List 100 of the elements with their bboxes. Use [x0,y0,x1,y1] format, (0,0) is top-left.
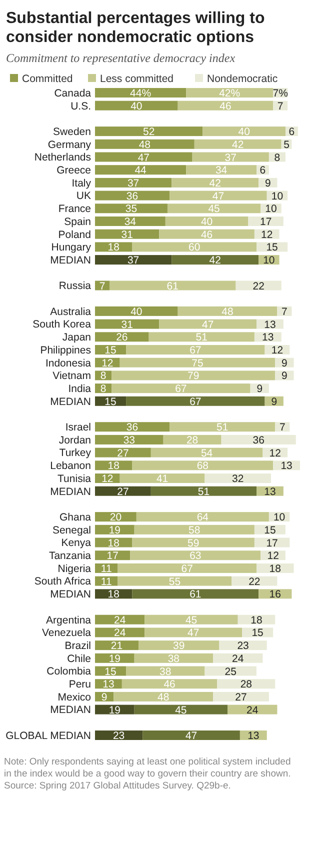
data-label: 9 [101,691,108,704]
data-label: 38 [160,666,172,678]
data-label: 37 [127,177,140,190]
bar [134,653,214,663]
y-tick-label: Israel [65,422,91,434]
data-label: 61 [166,280,179,292]
bar [95,486,151,496]
bar [204,666,257,676]
bar [95,229,160,239]
data-label: 9 [271,396,278,408]
bar [120,474,205,483]
data-label: 79 [188,370,200,382]
bar [95,319,160,329]
data-label: 45 [175,704,187,716]
data-label: 42 [209,177,222,190]
bar [118,563,257,573]
data-label: 12 [102,357,114,370]
data-label: 46 [200,228,213,241]
data-label: 7% [272,88,288,100]
y-tick-label: Brazil [64,640,91,652]
data-label: 10 [271,190,284,202]
bar [122,679,218,689]
bar [221,434,296,444]
data-label: 45 [208,203,220,216]
data-label: 24 [246,704,258,716]
data-label: 15 [252,627,264,640]
bar [163,434,222,444]
bar [194,139,282,149]
bar [95,152,192,162]
data-label: 32 [232,473,244,486]
data-label: 18 [250,614,263,626]
data-label: 67 [175,383,187,396]
data-label: 27 [117,447,129,460]
bar [132,242,257,252]
data-label: 16 [269,588,282,601]
data-label: 18 [108,537,120,550]
bar [132,460,274,470]
data-label: 33 [123,434,136,446]
data-label: 25 [224,666,237,678]
data-label: 11 [100,562,112,575]
data-label: 8 [274,152,280,164]
data-label: 39 [173,640,185,652]
data-label: 10 [263,254,275,267]
bar [95,524,134,534]
y-tick-label: Sweden [53,126,92,138]
data-label: 7 [282,306,288,318]
bar [126,345,265,354]
data-label: 18 [269,562,282,575]
data-label: 26 [116,332,128,344]
text: Note: Only respondents saying at least one political system included in the index would be a good way to govern their country are shown. [4,756,291,780]
data-label: 67 [190,396,202,408]
legend-label: Committed [22,73,73,85]
bar [95,100,178,110]
bar [95,165,186,175]
bar [170,422,276,432]
y-tick-label: Ghana [59,511,92,524]
data-label: 10 [265,203,278,216]
bar [178,100,274,110]
bar [126,666,205,676]
bar [120,358,276,368]
y-tick-label: South Africa [34,576,92,588]
data-label: 63 [190,550,202,562]
y-tick-label: MEDIAN [50,254,91,266]
data-label: 12 [102,473,114,486]
data-label: 12 [267,550,280,562]
bar [95,216,166,226]
y-tick-label: Vietnam [52,370,92,382]
bar [144,628,242,638]
data-label: 34 [124,216,136,228]
data-label: 24 [114,627,126,640]
bar [217,679,276,689]
bar [134,524,254,534]
data-label: 41 [156,473,168,486]
data-label: 28 [240,678,252,691]
data-label: 11 [100,576,112,588]
legend-label: Less committed [100,73,174,85]
y-tick-label: Tunisia [58,472,92,485]
bar [95,434,164,444]
bar [186,88,274,98]
data-label: 10 [273,512,286,524]
bar [159,319,257,329]
data-label: 7 [99,280,106,292]
y-tick-label: Poland [58,228,92,241]
data-label: 45 [185,614,198,626]
data-label: 44% [130,88,152,100]
data-label: 22 [252,280,265,292]
data-label: 36 [252,434,265,446]
y-tick-label: MEDIAN [50,396,91,408]
y-tick-label: Canada [54,87,92,100]
y-tick-label: Senegal [52,524,91,536]
y-tick-label: Colombia [46,666,92,678]
y-tick-label: South Korea [32,318,92,331]
y-tick-label: France [58,203,92,216]
data-label: 6 [288,126,295,138]
data-label: 13 [264,318,276,331]
y-tick-label: Lebanon [50,460,92,472]
data-label: 54 [200,447,213,460]
bar [118,576,232,586]
data-label: 31 [121,318,134,331]
data-label: 13 [248,730,260,742]
